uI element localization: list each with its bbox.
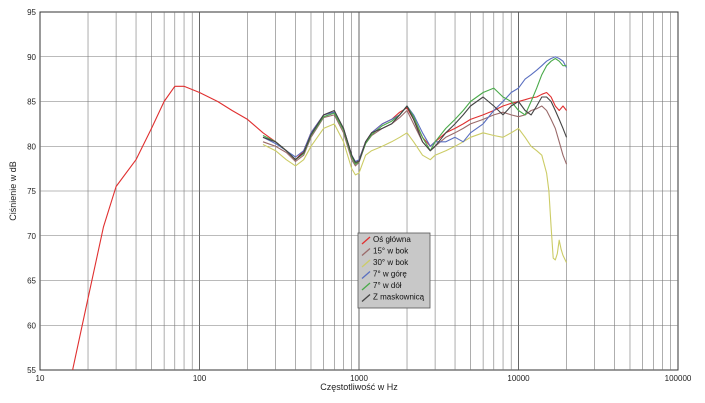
legend-box bbox=[357, 232, 431, 309]
x-tick-label: 10000 bbox=[507, 374, 530, 383]
y-tick-label: 70 bbox=[27, 232, 36, 241]
legend-label: Z maskownicą bbox=[373, 293, 425, 302]
y-tick-label: 65 bbox=[27, 277, 36, 286]
legend-swatch bbox=[361, 259, 371, 268]
series-lines bbox=[72, 56, 568, 371]
y-axis-title: Ciśnienie w dB bbox=[8, 161, 18, 221]
legend-swatch bbox=[361, 236, 371, 245]
y-tick-label: 80 bbox=[27, 142, 36, 151]
legend-swatch bbox=[361, 248, 371, 256]
legend-swatch bbox=[361, 294, 371, 302]
series-line-4 bbox=[262, 56, 567, 163]
y-tick-label: 55 bbox=[27, 366, 36, 375]
y-tick-label: 60 bbox=[27, 321, 36, 330]
legend-swatch bbox=[361, 282, 371, 291]
y-tick-label: 95 bbox=[27, 8, 36, 17]
y-tick-label: 90 bbox=[27, 53, 36, 62]
legend-label: 7° w dół bbox=[373, 281, 402, 290]
x-tick-label: 10 bbox=[36, 374, 45, 383]
legend-label: 15° w bok bbox=[373, 247, 409, 256]
x-tick-label: 100000 bbox=[665, 374, 692, 383]
y-tick-labels: 55 60 65 70 75 80 85 90 95 bbox=[27, 8, 36, 375]
legend-label: Oś główna bbox=[373, 235, 411, 244]
x-tick-label: 100 bbox=[193, 374, 207, 383]
x-tick-label: 1000 bbox=[350, 374, 368, 383]
legend-label: 30° w bok bbox=[373, 258, 409, 267]
series-line-6 bbox=[262, 96, 568, 163]
legend-label: 7° w górę bbox=[373, 270, 407, 279]
x-tick-labels: 10 100 1000 10000 100000 bbox=[36, 374, 692, 383]
x-axis-title: Częstotliwość w Hz bbox=[320, 382, 398, 392]
y-tick-label: 75 bbox=[27, 187, 36, 196]
series-line-3 bbox=[262, 123, 567, 263]
legend-swatch bbox=[361, 271, 371, 279]
y-tick-label: 85 bbox=[27, 98, 36, 107]
legend: Oś główna 15° w bok 30° w bok 7° w górę 7° w… bbox=[357, 232, 431, 309]
